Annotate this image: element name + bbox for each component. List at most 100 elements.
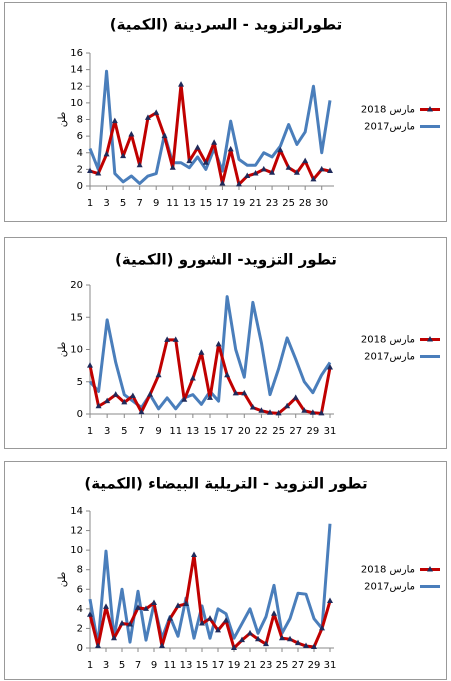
x-tick-label: 13: [180, 660, 193, 671]
y-tick-label: 6: [77, 584, 83, 595]
y-tick-label: 6: [77, 131, 83, 142]
chart-frame: [4, 461, 447, 680]
y-tick-label: 12: [70, 526, 83, 537]
point-marker: [111, 634, 117, 641]
point-marker: [181, 396, 188, 402]
point-marker: [303, 642, 309, 649]
point-marker: [249, 404, 256, 410]
y-axis-label: طن: [57, 342, 68, 358]
point-marker: [215, 340, 222, 347]
y-tick-label: 0: [77, 409, 83, 420]
y-tick-label: 10: [70, 545, 83, 556]
point-marker: [241, 389, 248, 396]
point-marker: [112, 391, 119, 397]
point-marker: [235, 180, 242, 187]
y-tick-label: 16: [70, 48, 83, 59]
point-marker: [153, 109, 160, 115]
point-marker: [136, 161, 143, 168]
x-tick-label: 28: [299, 198, 312, 209]
x-tick-label: 25: [276, 660, 289, 671]
x-tick-label: 11: [166, 198, 179, 209]
x-tick-label: 9: [151, 660, 157, 671]
point-marker: [119, 620, 125, 626]
y-tick-label: 8: [77, 565, 83, 576]
point-marker: [244, 172, 251, 179]
legend-label: مارس 2018: [361, 565, 415, 576]
point-marker: [260, 165, 267, 172]
point-marker: [284, 402, 291, 409]
x-tick-label: 27: [292, 660, 305, 671]
point-marker: [138, 408, 145, 415]
x-tick-label: 22: [255, 426, 268, 437]
x-tick-label: 3: [103, 198, 109, 209]
x-tick-label: 21: [244, 660, 257, 671]
x-tick-label: 29: [308, 660, 321, 671]
x-tick-label: 1: [87, 660, 93, 671]
x-tick-label: 15: [196, 660, 209, 671]
point-marker: [263, 640, 269, 647]
point-marker: [252, 170, 259, 176]
y-tick-label: 14: [70, 506, 83, 517]
x-tick-label: 17: [212, 660, 225, 671]
point-marker: [207, 394, 213, 400]
x-tick-label: 5: [119, 660, 125, 671]
point-marker: [111, 117, 118, 124]
chart-title: تطورالتزويد - السردينة (الكمية): [110, 16, 342, 34]
point-marker: [189, 375, 196, 381]
x-tick-label: 19: [233, 198, 246, 209]
x-tick-label: 13: [186, 426, 199, 437]
point-marker: [231, 644, 237, 650]
point-marker: [258, 407, 265, 413]
chart-title: تطور التزويد- الشورو (الكمية): [115, 251, 337, 269]
x-tick-label: 30: [315, 198, 328, 209]
point-marker: [319, 624, 325, 631]
point-marker: [104, 397, 111, 404]
point-marker: [287, 635, 293, 642]
y-tick-label: 8: [77, 115, 83, 126]
point-marker: [169, 164, 176, 170]
y-tick-label: 12: [70, 81, 83, 92]
x-tick-label: 31: [324, 426, 337, 437]
x-tick-label: 3: [103, 660, 109, 671]
point-marker: [198, 349, 205, 355]
legend-label: مارس2017: [364, 352, 415, 363]
y-tick-label: 0: [77, 181, 83, 192]
point-marker: [161, 132, 168, 139]
point-marker: [151, 599, 157, 605]
x-tick-label: 15: [204, 426, 217, 437]
series-line: [88, 523, 332, 647]
y-tick-label: 15: [70, 312, 83, 323]
legend-label: مارس2017: [364, 122, 415, 133]
point-marker: [87, 611, 93, 617]
legend-label: مارس2017: [364, 582, 415, 593]
point-marker: [275, 409, 282, 416]
point-marker: [147, 391, 153, 397]
point-marker: [239, 636, 245, 643]
y-tick-label: 10: [70, 98, 83, 109]
point-marker: [127, 621, 133, 627]
y-tick-label: 0: [77, 643, 83, 654]
point-marker: [159, 642, 165, 649]
point-marker: [211, 139, 218, 145]
point-marker: [175, 602, 181, 608]
x-tick-label: 7: [138, 426, 144, 437]
point-marker: [207, 615, 213, 621]
point-marker: [191, 551, 197, 558]
series-line: [88, 69, 332, 186]
point-marker: [143, 605, 149, 611]
point-marker: [301, 407, 308, 413]
point-marker: [327, 597, 333, 604]
x-tick-label: 7: [135, 660, 141, 671]
point-marker: [224, 371, 231, 378]
x-tick-label: 9: [153, 198, 159, 209]
point-marker: [95, 170, 102, 176]
legend-marker: [427, 566, 433, 572]
point-marker: [178, 81, 185, 87]
point-marker: [219, 180, 226, 186]
y-axis-label: طن: [57, 112, 68, 128]
point-marker: [95, 402, 102, 409]
point-marker: [295, 639, 301, 646]
point-marker: [87, 362, 93, 368]
y-tick-label: 14: [70, 65, 83, 76]
